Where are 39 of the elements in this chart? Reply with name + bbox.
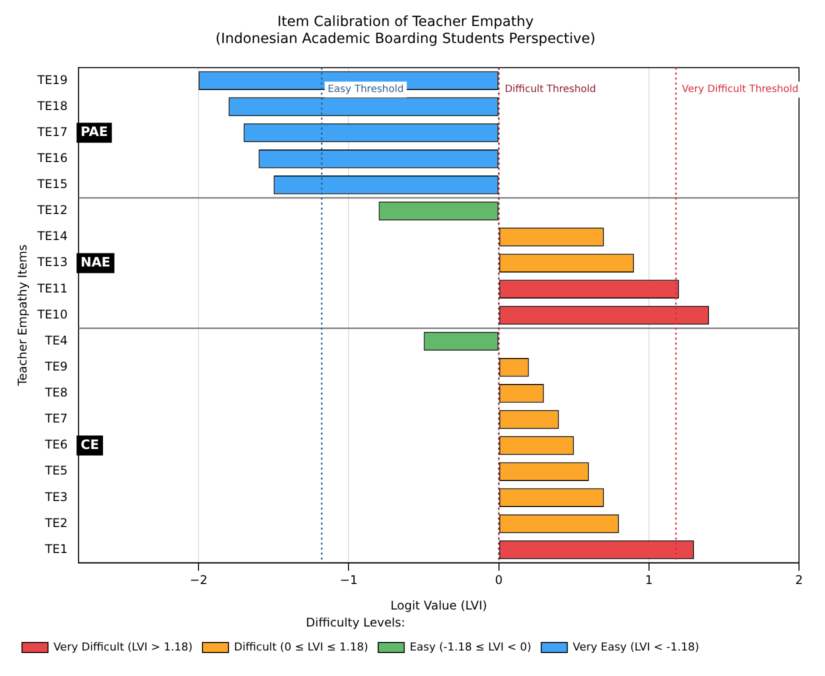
y-tick-label: TE1 (44, 542, 68, 556)
y-tick-label: TE16 (36, 150, 68, 165)
chart-subtitle: (Indonesian Academic Boarding Students Perspective) (216, 30, 596, 47)
legend-label: Easy (-1.18 ≤ LVI < 0) (410, 640, 532, 654)
x-tick-label: 1 (645, 573, 653, 588)
ref-line-label: Very Difficult Threshold (682, 84, 799, 96)
legend-label: Very Difficult (LVI > 1.18) (54, 640, 192, 654)
y-tick-label: TE7 (44, 412, 68, 426)
chart-title: Item Calibration of Teacher Empathy (277, 14, 534, 30)
y-tick-label: TE6 (44, 438, 68, 452)
y-tick-label: TE5 (44, 464, 68, 478)
annotation: PAE (80, 125, 108, 140)
legend-label: Difficult (0 ≤ LVI ≤ 1.18) (234, 640, 368, 654)
x-tick-label: −1 (340, 573, 358, 588)
y-tick-label: TE14 (36, 229, 68, 244)
y-axis-title: Teacher Empathy Items (15, 244, 30, 387)
y-tick-label: TE13 (36, 255, 68, 270)
legend-title: Difficulty Levels: (306, 616, 406, 630)
x-tick-label: −2 (190, 573, 208, 588)
y-tick-label: TE15 (36, 177, 68, 192)
y-tick-label: TE2 (44, 516, 68, 530)
legend-label: Very Easy (LVI < -1.18) (572, 640, 700, 654)
y-tick-label: TE19 (36, 72, 68, 87)
ref-line-label: Difficult Threshold (504, 84, 596, 96)
y-tick-label: TE9 (44, 359, 68, 374)
y-tick-label: TE3 (44, 490, 68, 504)
y-tick-label: TE17 (36, 124, 68, 139)
ref-line-label: Easy Threshold (328, 84, 404, 96)
x-tick-label: 2 (795, 573, 803, 588)
y-tick-label: TE4 (44, 333, 68, 348)
x-tick-label: 0 (495, 573, 503, 588)
y-tick-label: TE8 (44, 386, 68, 400)
y-tick-label: TE10 (36, 307, 68, 322)
annotation: NAE (80, 255, 110, 270)
y-tick-label: TE12 (36, 203, 68, 218)
y-tick-label: TE18 (36, 98, 68, 113)
y-tick-label: TE11 (36, 281, 68, 296)
x-axis-title: Logit Value (LVI) (390, 598, 488, 613)
annotation: CE (80, 438, 100, 453)
